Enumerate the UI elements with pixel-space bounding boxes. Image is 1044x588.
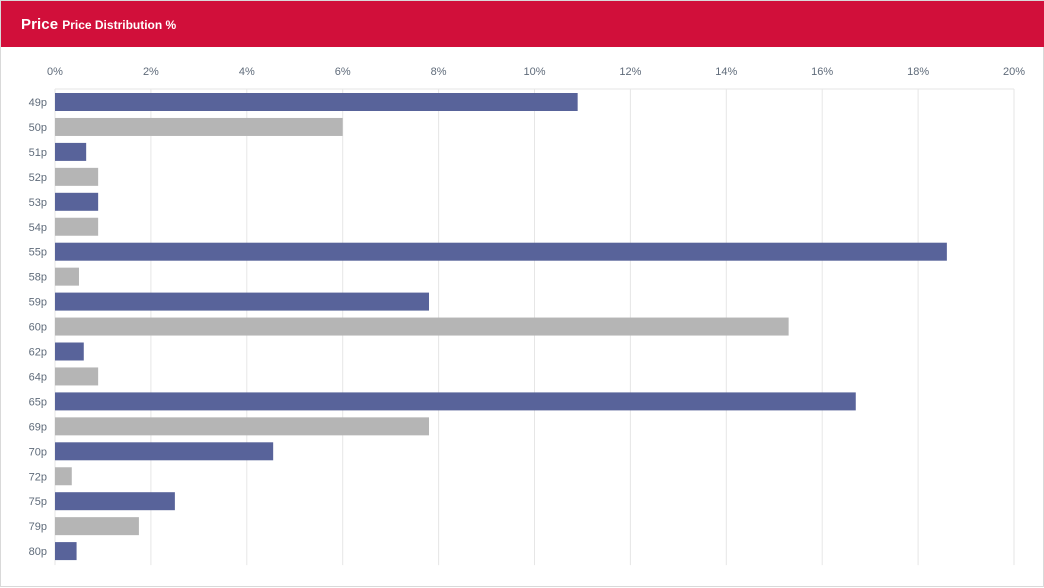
x-tick-label: 8% xyxy=(431,66,447,78)
x-tick-label: 12% xyxy=(619,66,641,78)
bar-60p[interactable] xyxy=(55,317,789,336)
category-label: 75p xyxy=(29,496,47,508)
x-tick-label: 2% xyxy=(143,66,159,78)
x-tick-label: 16% xyxy=(811,66,833,78)
x-tick-label: 4% xyxy=(239,66,255,78)
category-label: 58p xyxy=(29,272,47,284)
bar-69p[interactable] xyxy=(55,417,430,436)
category-label: 53p xyxy=(29,197,47,209)
panel-title: Price xyxy=(21,15,59,33)
category-label: 51p xyxy=(29,147,47,159)
bar-59p[interactable] xyxy=(55,292,430,311)
bar-50p[interactable] xyxy=(55,117,343,136)
category-label: 79p xyxy=(29,521,47,533)
category-label: 54p xyxy=(29,222,47,234)
bar-55p[interactable] xyxy=(55,242,947,261)
bar-62p[interactable] xyxy=(55,342,84,361)
category-label: 50p xyxy=(29,122,47,134)
x-tick-label: 20% xyxy=(1003,66,1025,78)
category-label: 70p xyxy=(29,446,47,458)
category-label: 52p xyxy=(29,172,47,184)
category-label: 64p xyxy=(29,371,47,383)
x-tick-label: 10% xyxy=(523,66,545,78)
category-label: 69p xyxy=(29,421,47,433)
bar-53p[interactable] xyxy=(55,192,99,211)
bar-51p[interactable] xyxy=(55,142,87,161)
category-label: 62p xyxy=(29,347,47,359)
bar-49p[interactable] xyxy=(55,93,578,111)
bar-79p[interactable] xyxy=(55,517,139,536)
category-label: 55p xyxy=(29,247,47,259)
bar-70p[interactable] xyxy=(55,442,274,461)
bars xyxy=(55,93,947,561)
bar-80p[interactable] xyxy=(55,542,77,561)
price-distribution-chart: 0% 2% 4% 6% 8% 10% 12% 14% 16% 18% 20% 49p 50p 51p 52… xyxy=(29,66,1025,566)
bar-52p[interactable] xyxy=(55,167,99,186)
panel-header: Price Price Distribution % xyxy=(1,1,1044,47)
bar-54p[interactable] xyxy=(55,217,99,236)
bar-72p[interactable] xyxy=(55,467,72,486)
x-axis-ticks: 0% 2% 4% 6% 8% 10% 12% 14% 16% 18% 20% xyxy=(47,66,1025,78)
x-tick-label: 18% xyxy=(907,66,929,78)
y-axis-categories: 49p 50p 51p 52p 53p 54p 55p 58p 59p 60p 62p 64p 65p 6… xyxy=(29,97,47,558)
bar-64p[interactable] xyxy=(55,367,99,386)
bar-65p[interactable] xyxy=(55,392,856,411)
category-label: 49p xyxy=(29,97,47,109)
x-tick-label: 14% xyxy=(715,66,737,78)
category-label: 72p xyxy=(29,471,47,483)
category-label: 60p xyxy=(29,322,47,334)
x-tick-label: 6% xyxy=(335,66,351,78)
x-tick-label: 0% xyxy=(47,66,63,78)
category-label: 59p xyxy=(29,297,47,309)
bar-58p[interactable] xyxy=(55,267,79,286)
category-label: 80p xyxy=(29,546,47,558)
bar-75p[interactable] xyxy=(55,492,175,511)
category-label: 65p xyxy=(29,396,47,408)
panel-subtitle: Price Distribution % xyxy=(62,17,177,32)
